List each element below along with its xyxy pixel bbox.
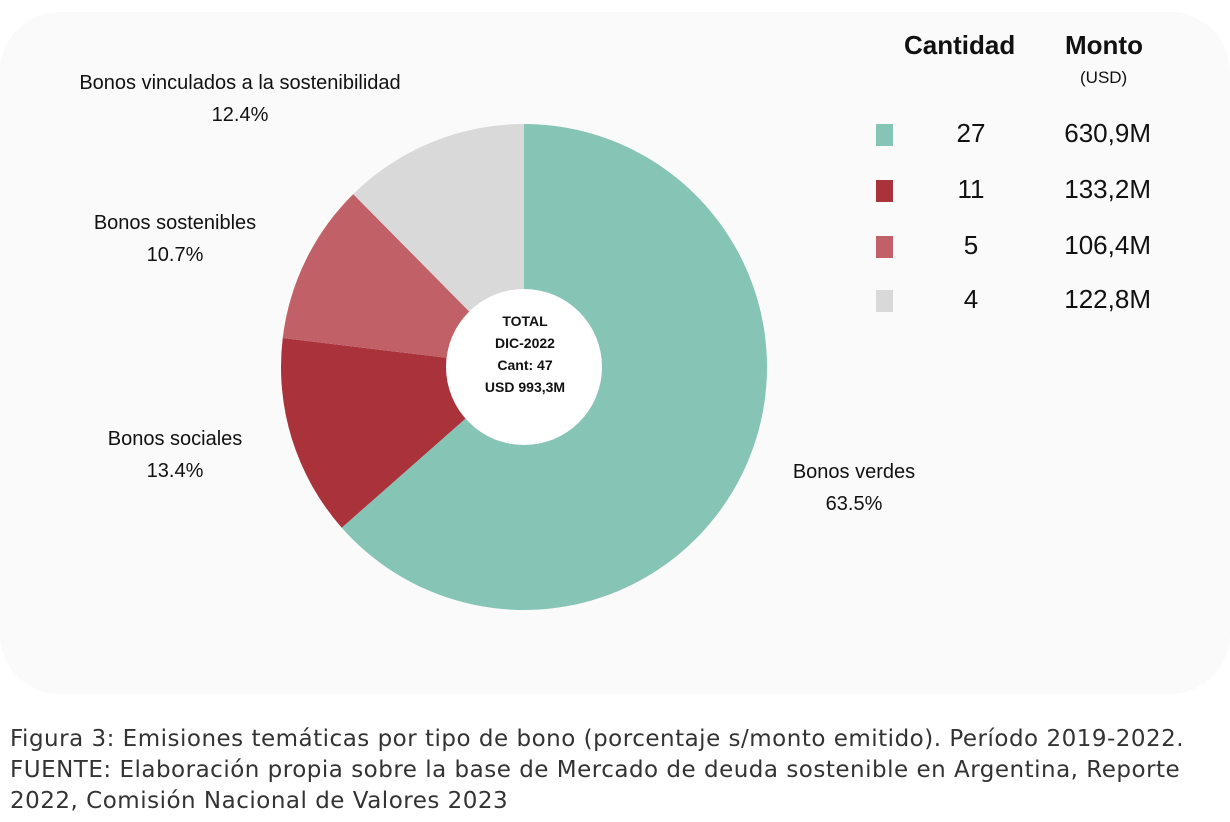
legend-cantidad: 27 — [956, 118, 986, 148]
slice-label-vinculados: Bonos vinculados a la sostenibilidad 12.… — [40, 67, 440, 131]
slice-percent: 63.5% — [825, 493, 883, 515]
legend-header-monto-unit: (USD) — [1080, 68, 1128, 87]
slice-name: Bonos vinculados a la sostenibilidad — [79, 72, 401, 94]
donut-center-text: TOTAL DIC-2022 Cant: 47 USD 993,3M — [463, 310, 587, 398]
legend-row: 4 122,8M — [876, 284, 1166, 316]
center-line: Cant: 47 — [497, 357, 553, 373]
slice-label-verdes: Bonos verdes 63.5% — [764, 456, 944, 520]
slice-label-sostenibles: Bonos sostenibles 10.7% — [70, 207, 280, 271]
center-line: TOTAL — [502, 313, 548, 329]
slice-name: Bonos sostenibles — [93, 212, 257, 234]
center-line: DIC-2022 — [495, 335, 555, 351]
legend-header-monto: Monto — [1065, 30, 1143, 60]
center-line: USD 993,3M — [484, 379, 566, 395]
slice-percent: 13.4% — [146, 460, 204, 482]
legend-monto: 133,2M — [1064, 174, 1151, 204]
legend-monto: 122,8M — [1064, 284, 1151, 314]
slice-name: Bonos verdes — [792, 461, 916, 483]
legend-swatch — [876, 124, 893, 146]
legend-monto: 630,9M — [1064, 118, 1151, 148]
legend-cantidad: 11 — [957, 174, 985, 204]
donut-chart — [281, 124, 767, 610]
slice-percent: 12.4% — [211, 104, 269, 126]
legend-header-cantidad: Cantidad — [904, 30, 1016, 60]
legend-swatch — [876, 180, 893, 202]
slice-label-sociales: Bonos sociales 13.4% — [80, 423, 270, 487]
slice-percent: 10.7% — [146, 244, 204, 266]
legend-swatch — [876, 290, 893, 312]
legend-swatch — [876, 236, 893, 258]
donut-hole — [446, 289, 602, 445]
legend-monto: 106,4M — [1064, 230, 1151, 260]
legend-row: 27 630,9M — [876, 118, 1166, 150]
legend-row: 5 106,4M — [876, 230, 1166, 262]
legend-cantidad: 4 — [963, 284, 979, 314]
legend-cantidad: 5 — [963, 230, 979, 260]
legend-row: 11 133,2M — [876, 174, 1166, 206]
figure-caption: Figura 3: Emisiones temáticas por tipo d… — [10, 726, 1185, 814]
slice-name: Bonos sociales — [107, 428, 243, 450]
